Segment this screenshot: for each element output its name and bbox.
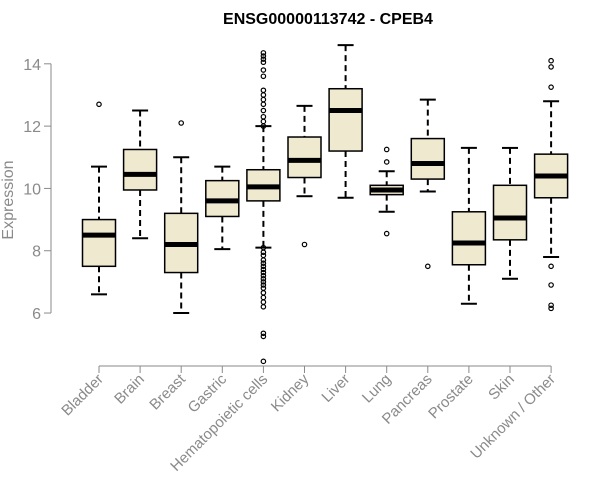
y-tick-label: 10 bbox=[23, 181, 41, 198]
outlier-point bbox=[260, 59, 267, 66]
box-group bbox=[451, 146, 487, 305]
outlier-point bbox=[260, 107, 267, 114]
x-tick-label: Skin bbox=[485, 371, 518, 404]
box-group bbox=[328, 44, 363, 199]
box-group bbox=[122, 109, 158, 240]
outlier-point bbox=[260, 266, 267, 273]
box-group bbox=[81, 101, 117, 296]
outlier-point bbox=[260, 260, 267, 266]
box-group bbox=[369, 146, 404, 237]
iqr-box bbox=[81, 218, 117, 268]
box-group bbox=[205, 165, 240, 251]
box-group bbox=[163, 120, 199, 315]
x-tick-label: Bladder bbox=[58, 371, 107, 420]
x-tick-label: Brain bbox=[111, 371, 148, 408]
outlier-point bbox=[260, 244, 267, 251]
box-group bbox=[287, 104, 322, 248]
x-tick-label: Breast bbox=[146, 370, 189, 413]
outlier-point bbox=[548, 263, 554, 270]
iqr-box bbox=[492, 184, 528, 241]
box-group bbox=[492, 146, 528, 280]
outlier-point bbox=[260, 358, 267, 365]
iqr-box bbox=[122, 148, 158, 191]
x-tick-label: Kidney bbox=[268, 370, 313, 415]
outlier-point bbox=[260, 96, 267, 103]
outlier-point bbox=[260, 67, 267, 73]
outlier-point bbox=[260, 249, 267, 256]
outlier-point bbox=[260, 285, 267, 291]
outlier-point bbox=[260, 272, 267, 279]
outlier-point bbox=[260, 275, 267, 282]
iqr-box bbox=[451, 211, 487, 266]
outlier-point bbox=[548, 305, 554, 312]
outlier-point bbox=[424, 263, 431, 270]
outlier-point bbox=[260, 118, 267, 125]
box-group bbox=[246, 50, 281, 365]
x-tick-label: Prostate bbox=[425, 371, 477, 423]
outlier-point bbox=[260, 113, 267, 120]
outlier-point bbox=[260, 73, 267, 80]
iqr-box bbox=[328, 87, 363, 152]
outlier-point bbox=[260, 333, 267, 340]
y-tick-label: 12 bbox=[23, 119, 41, 136]
outlier-point bbox=[260, 279, 267, 285]
outlier-point bbox=[383, 230, 390, 237]
outlier-point bbox=[548, 57, 554, 64]
outlier-point bbox=[260, 304, 267, 310]
outlier-point bbox=[96, 101, 102, 108]
outlier-point bbox=[260, 56, 267, 62]
outlier-point bbox=[260, 252, 267, 259]
box-group bbox=[410, 98, 446, 270]
iqr-box bbox=[410, 137, 446, 180]
y-tick-label: 14 bbox=[23, 57, 41, 74]
y-axis: 6 8 10 12 14 bbox=[23, 57, 52, 323]
x-tick-label: Liver bbox=[318, 371, 353, 406]
outlier-point bbox=[383, 146, 390, 153]
x-tick-label: Lung bbox=[359, 371, 395, 407]
y-tick-label: 8 bbox=[32, 244, 41, 261]
outlier-point bbox=[548, 302, 554, 309]
outlier-point bbox=[260, 299, 267, 305]
outlier-point bbox=[548, 84, 554, 90]
y-tick-label: 6 bbox=[32, 306, 41, 323]
chart-title: ENSG00000113742 - CPEB4 bbox=[223, 11, 433, 28]
outlier-point bbox=[548, 64, 554, 70]
outlier-point bbox=[178, 120, 185, 126]
outlier-point bbox=[548, 282, 554, 288]
outlier-point bbox=[301, 241, 308, 248]
outlier-point bbox=[383, 159, 390, 165]
y-axis-label: Expression bbox=[0, 160, 17, 239]
outlier-point bbox=[260, 87, 267, 94]
outlier-point bbox=[260, 294, 267, 301]
outlier-point bbox=[260, 330, 267, 337]
boxes bbox=[81, 44, 569, 365]
outlier-point bbox=[260, 50, 267, 56]
outlier-point bbox=[260, 92, 267, 98]
box-group bbox=[533, 57, 569, 312]
iqr-box bbox=[287, 136, 322, 179]
outlier-point bbox=[260, 53, 267, 59]
outlier-point bbox=[260, 257, 267, 263]
outlier-point bbox=[260, 263, 267, 270]
outlier-point bbox=[260, 289, 267, 296]
outlier-point bbox=[260, 101, 267, 108]
outlier-point bbox=[260, 269, 267, 276]
outlier-point bbox=[260, 282, 267, 288]
